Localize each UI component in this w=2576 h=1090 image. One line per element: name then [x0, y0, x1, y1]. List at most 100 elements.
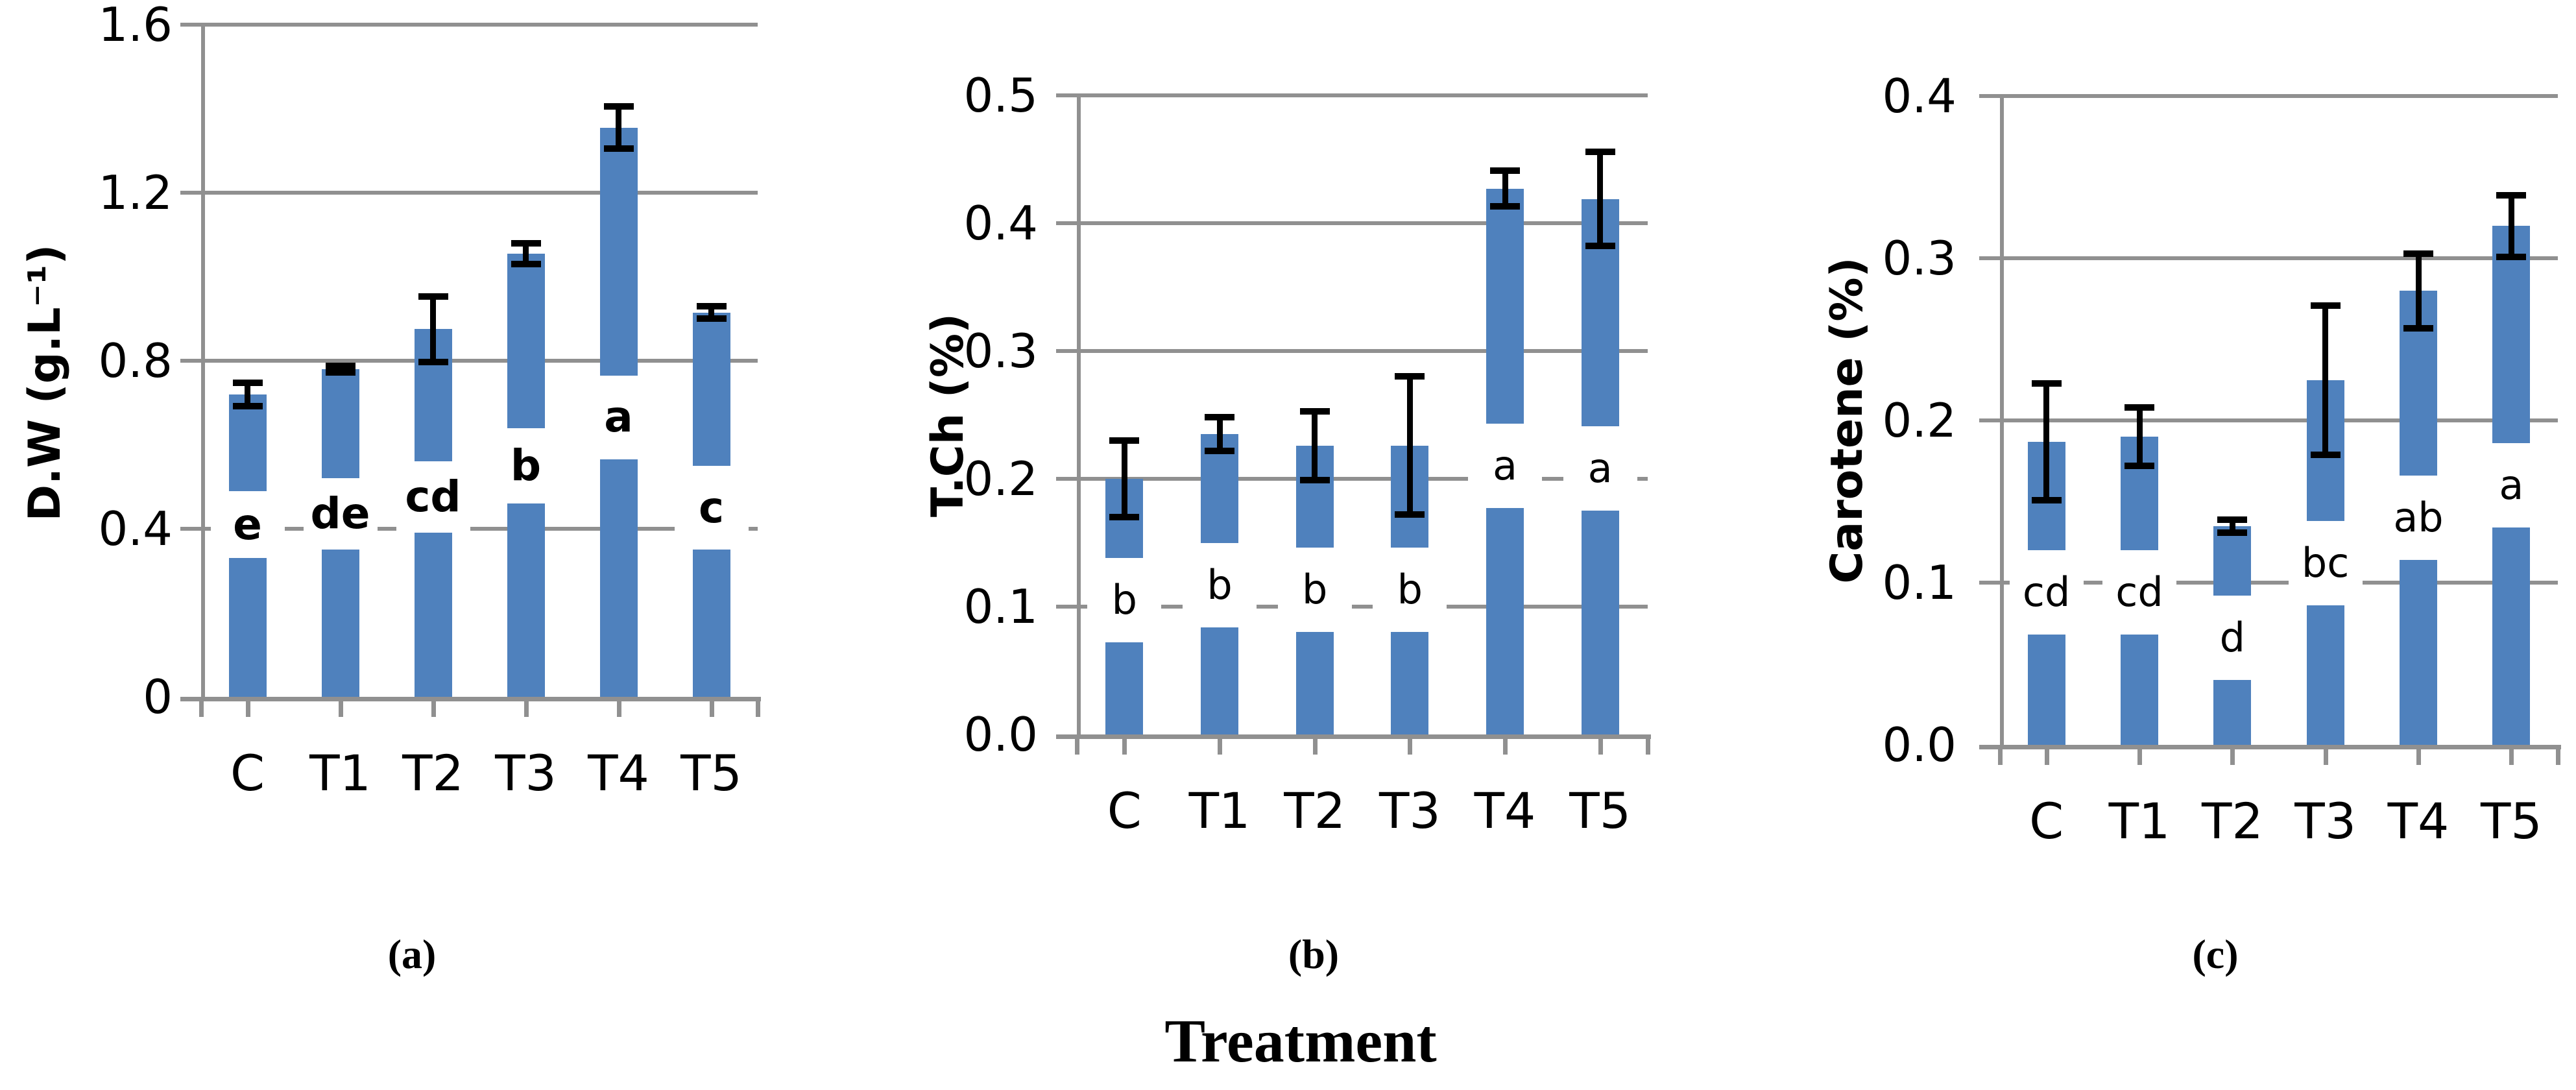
gridline-y-1.6 [180, 23, 758, 27]
error-bar-line-T3 [1406, 376, 1413, 515]
error-bar-cap-bottom-T2 [2217, 529, 2248, 536]
error-bar-cap-bottom-C [232, 402, 263, 409]
x-axis-tick-0 [199, 701, 204, 717]
x-category-label-C: C [1107, 782, 1142, 840]
x-category-label-C: C [2029, 792, 2064, 850]
error-bar-line-T1 [337, 365, 343, 373]
sig-letter-T5: a [1587, 444, 1613, 492]
gridline-y-0.2 [1056, 477, 1648, 481]
sig-letter-T2: b [1301, 566, 1328, 614]
y-tick-label-0.2: 0.2 [963, 452, 1038, 506]
caption-a: (a) [387, 931, 437, 977]
error-bar-cap-top-T2 [418, 293, 448, 300]
sig-label-box-T4: ab [2381, 476, 2455, 560]
gridline-y-0.5 [1056, 93, 1648, 97]
error-bar-line-T5 [1597, 151, 1604, 247]
sig-label-box-T2: d [2195, 596, 2270, 680]
sig-letter-T3: b [1397, 566, 1423, 614]
x-axis-tick-4 [1312, 739, 1318, 755]
x-axis-line [1979, 745, 2561, 749]
x-axis-tick-3 [338, 701, 343, 717]
error-bar-cap-top-T5 [2496, 191, 2527, 199]
error-bar-cap-bottom-T4 [603, 145, 634, 152]
sig-letter-T5: a [2499, 461, 2524, 509]
sig-label-box-T1: de [303, 478, 378, 550]
error-bar-cap-bottom-T5 [696, 315, 727, 322]
sig-label-box-T2: b [1277, 548, 1352, 633]
x-axis-tick-5 [2323, 749, 2328, 765]
x-axis-tick-1 [756, 701, 760, 717]
error-bar-cap-top-T1 [2125, 404, 2154, 411]
error-bar-line-T2 [2229, 519, 2235, 533]
y-axis-title-c: Carotene (%) [1822, 257, 1873, 584]
x-category-label-T3: T3 [2294, 792, 2357, 850]
x-axis-line [1056, 734, 1651, 739]
x-category-label-T2: T2 [402, 744, 464, 802]
error-bar-line-T5 [2508, 195, 2514, 257]
x-category-label-T4: T4 [588, 744, 649, 802]
caption-c: (c) [2192, 931, 2239, 977]
gridline-y-0.4 [1056, 221, 1648, 225]
error-bar-cap-bottom-T2 [1299, 476, 1330, 483]
error-bar-cap-bottom-T3 [1395, 511, 1425, 518]
error-bar-cap-top-T2 [2217, 516, 2248, 523]
sig-label-box-T1: b [1183, 542, 1257, 627]
error-bar-line-T2 [1312, 411, 1318, 480]
sig-label-box-T5: a [2474, 443, 2549, 527]
x-axis-tick-6 [2416, 749, 2421, 765]
y-tick-label-0: 0 [143, 670, 173, 724]
x-category-label-T1: T1 [309, 744, 371, 802]
x-category-label-T4: T4 [2387, 792, 2450, 850]
gridline-y-0.3 [1979, 256, 2558, 260]
error-bar-line-C [2043, 383, 2050, 500]
x-axis-tick-0 [1998, 749, 2003, 765]
sig-letter-T1: b [1207, 561, 1233, 609]
error-bar-cap-bottom-T5 [1585, 243, 1615, 250]
error-bar-cap-top-T1 [1205, 414, 1234, 421]
sig-letter-T4: a [604, 392, 633, 442]
x-axis-tick-6 [616, 701, 621, 717]
x-axis-tick-2 [1122, 739, 1127, 755]
x-category-label-T5: T5 [680, 744, 742, 802]
sig-letter-T1: de [310, 489, 370, 539]
x-axis-tick-5 [1408, 739, 1413, 755]
x-category-label-T3: T3 [1378, 782, 1441, 840]
error-bar-cap-top-T3 [2310, 302, 2341, 309]
error-bar-cap-top-T5 [1585, 148, 1615, 155]
y-tick-label-0.0: 0.0 [1882, 718, 1956, 772]
gridline-y-0.1 [1056, 605, 1648, 609]
sig-label-box-T3: b [488, 428, 563, 504]
y-tick-label-0.1: 0.1 [1882, 555, 1956, 610]
y-tick-label-0.3: 0.3 [963, 324, 1038, 378]
x-category-label-T3: T3 [495, 744, 557, 802]
error-bar-line-T1 [2136, 407, 2143, 466]
y-tick-label-0.3: 0.3 [1882, 231, 1956, 285]
sig-letter-T4: a [1493, 442, 1517, 490]
error-bar-line-C [1121, 440, 1127, 518]
error-bar-line-C [245, 382, 250, 406]
x-axis-tick-2 [2044, 749, 2049, 765]
gridline-y-0.3 [1056, 349, 1648, 353]
error-bar-line-T4 [616, 106, 621, 149]
sig-letter-T2: cd [405, 472, 461, 522]
y-tick-label-0.4: 0.4 [1882, 69, 1956, 123]
error-bar-cap-top-T5 [696, 302, 727, 309]
error-bar-cap-bottom-C [2031, 496, 2062, 503]
caption-b: (b) [1288, 931, 1340, 977]
error-bar-cap-top-T4 [1490, 167, 1520, 175]
error-bar-line-T3 [2322, 305, 2329, 455]
y-tick-label-0.4: 0.4 [963, 196, 1038, 250]
x-axis-tick-5 [524, 701, 529, 717]
sig-letter-T3: bc [2301, 539, 2350, 587]
sig-letter-T1: cd [2115, 568, 2163, 616]
sig-label-box-T5: c [674, 465, 749, 550]
x-category-label-T1: T1 [1188, 782, 1251, 840]
error-bar-cap-top-T4 [603, 103, 634, 110]
y-tick-label-0.5: 0.5 [963, 68, 1038, 123]
x-category-label-T2: T2 [1284, 782, 1346, 840]
error-bar-line-T5 [708, 306, 714, 319]
error-bar-cap-bottom-T1 [1205, 447, 1234, 454]
sig-letter-C: b [1111, 576, 1137, 624]
sig-letter-T4: ab [2393, 494, 2444, 541]
